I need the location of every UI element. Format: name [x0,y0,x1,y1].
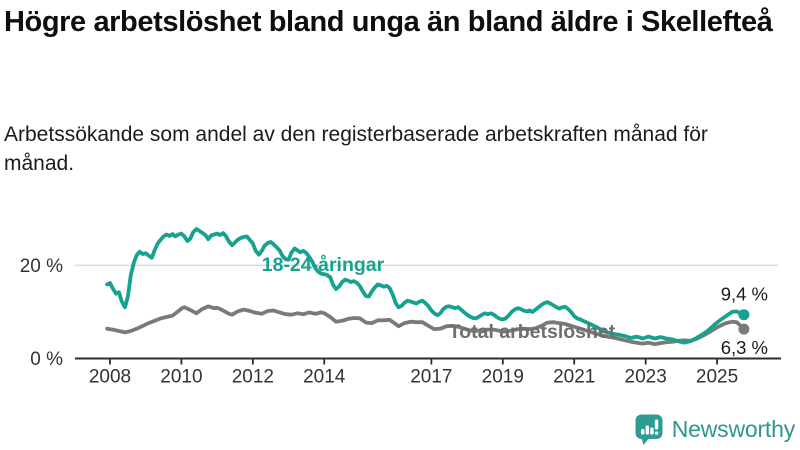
series-line-total-arbetsloshet [105,304,746,347]
x-tick-label: 2021 [553,367,595,388]
newsworthy-logo-icon [635,414,663,445]
y-tick-label: 20 % [20,256,63,277]
series-line-18-24-aringar [105,227,746,345]
end-dot-18-24-aringar [738,309,750,321]
x-tick-label: 2012 [232,367,274,388]
y-tick-label: 0 % [30,349,63,370]
series-label-total-arbetsloshet: Total arbetslöshet [449,321,616,343]
end-value-label-total-arbetsloshet: 6,3 % [721,337,768,358]
x-tick-label: 2008 [89,367,131,388]
series-label-18-24-aringar: 18-24-åringar [262,253,385,276]
newsworthy-logo[interactable]: Newsworthy [634,411,795,447]
x-tick-label: 2010 [160,367,202,388]
end-dot-total-arbetsloshet [738,323,750,335]
page-title: Högre arbetslöshet bland unga än bland ä… [4,6,773,38]
page-subtitle: Arbetssökande som andel av den registerb… [4,123,708,175]
x-tick-label: 2014 [303,367,346,388]
x-tick-label: 2025 [696,367,738,388]
x-tick-label: 2023 [625,367,667,388]
newsworthy-logo-text: Newsworthy [671,415,795,442]
end-value-label-18-24-aringar: 9,4 % [721,284,768,305]
x-tick-label: 2019 [482,367,524,388]
x-tick-label: 2017 [410,367,452,388]
